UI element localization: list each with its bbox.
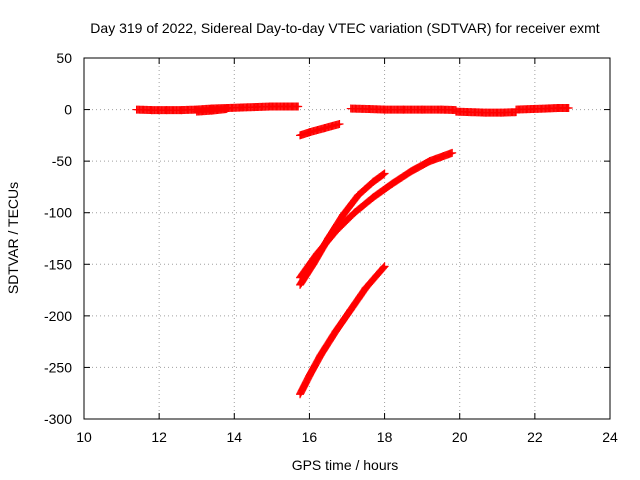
data-series: [512, 104, 573, 114]
plot-frame: [83, 57, 611, 420]
data-point: [379, 170, 388, 179]
data-point: [379, 263, 388, 272]
y-tick-label: -300: [44, 411, 72, 427]
x-tick-label: 24: [602, 429, 618, 445]
data-point: [379, 264, 388, 273]
axis-ticks: 10 12 14 16 18 20 22 24 -300 -250 -200 -150 -100 -50 0…: [44, 50, 618, 445]
data-series: [192, 105, 231, 116]
grid: [84, 58, 610, 419]
y-tick-label: 0: [64, 102, 72, 118]
data-points: [132, 102, 573, 399]
y-tick-label: -200: [44, 308, 72, 324]
data-point: [380, 262, 389, 271]
data-point: [378, 170, 387, 179]
y-tick-label: -250: [44, 359, 72, 375]
data-series: [296, 120, 344, 140]
data-point: [294, 102, 303, 111]
y-tick-label: -50: [52, 153, 72, 169]
x-tick-label: 22: [527, 429, 543, 445]
x-tick-label: 16: [302, 429, 318, 445]
x-tick-label: 14: [226, 429, 242, 445]
x-tick-label: 20: [452, 429, 468, 445]
y-tick-label: -100: [44, 205, 72, 221]
x-axis-label: GPS time / hours: [292, 457, 399, 473]
y-tick-label: 50: [56, 50, 72, 66]
data-series: [296, 148, 457, 282]
data-series: [451, 107, 521, 117]
data-series: [346, 104, 460, 115]
x-tick-label: 18: [377, 429, 393, 445]
data-point: [222, 105, 231, 114]
y-axis-label: SDTVAR / TECUs: [5, 182, 21, 294]
data-point: [380, 169, 389, 178]
data-series: [296, 262, 389, 399]
chart-title: Day 319 of 2022, Sidereal Day-to-day VTE…: [90, 20, 599, 36]
data-point: [335, 120, 344, 129]
data-point: [564, 104, 573, 113]
y-tick-label: -150: [44, 256, 72, 272]
x-tick-label: 10: [76, 429, 92, 445]
data-point: [448, 148, 457, 157]
x-tick-label: 12: [151, 429, 167, 445]
